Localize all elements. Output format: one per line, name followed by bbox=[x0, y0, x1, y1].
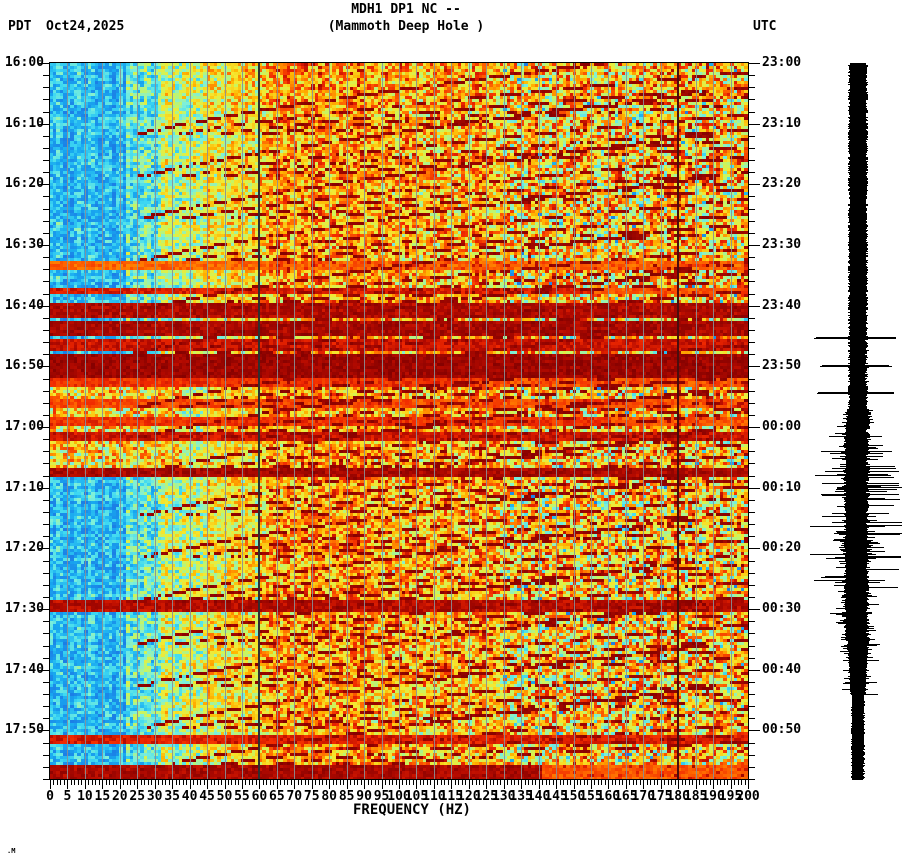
x-axis-title: FREQUENCY (HZ) bbox=[352, 802, 471, 818]
utc-tick-label: 23:50 bbox=[762, 358, 802, 374]
freq-tick-label: 55 bbox=[234, 789, 250, 804]
freq-tick-label: 195 bbox=[718, 789, 743, 804]
freq-tick-label: 5 bbox=[63, 789, 72, 804]
pdt-tick-label: 17:30 bbox=[4, 601, 44, 617]
freq-tick-label: 130 bbox=[491, 789, 516, 804]
freq-tick-label: 10 bbox=[77, 789, 93, 804]
pdt-tick-label: 16:00 bbox=[4, 55, 44, 70]
freq-tick-label: 150 bbox=[561, 789, 586, 804]
freq-tick-label: 95 bbox=[373, 789, 390, 804]
freq-tick-label: 70 bbox=[286, 789, 303, 804]
watermark: .M bbox=[7, 847, 16, 855]
freq-tick-label: 75 bbox=[303, 789, 320, 804]
freq-tick-label: 60 bbox=[251, 789, 268, 804]
seismogram-trace bbox=[810, 55, 902, 790]
freq-tick-label: 0 bbox=[46, 789, 54, 804]
pdt-tick-label: 16:20 bbox=[4, 176, 44, 192]
pdt-tick-label: 16:40 bbox=[4, 297, 44, 313]
utc-tick-label: 00:20 bbox=[762, 540, 802, 556]
pdt-tick-label: 17:50 bbox=[4, 722, 44, 738]
utc-tick-label: 23:00 bbox=[762, 55, 802, 70]
pdt-tick-label: 16:50 bbox=[4, 358, 44, 374]
freq-tick-label: 155 bbox=[579, 789, 603, 804]
freq-tick-label: 50 bbox=[216, 789, 233, 804]
freq-tick-label: 190 bbox=[701, 789, 725, 804]
freq-tick-label: 45 bbox=[199, 789, 215, 804]
pdt-tick-label: 17:20 bbox=[4, 540, 44, 556]
utc-tick-label: 00:10 bbox=[762, 479, 802, 495]
utc-tick-label: 23:10 bbox=[762, 115, 802, 131]
freq-tick-label: 185 bbox=[683, 789, 708, 804]
freq-tick-label: 165 bbox=[614, 789, 638, 804]
pdt-tick-label: 16:10 bbox=[4, 115, 44, 131]
utc-tick-label: 00:50 bbox=[762, 722, 802, 738]
freq-tick-label: 160 bbox=[596, 789, 621, 804]
freq-tick-label: 180 bbox=[666, 789, 690, 804]
pdt-tick-label: 17:00 bbox=[4, 419, 44, 435]
freq-tick-label: 35 bbox=[164, 789, 180, 804]
pdt-tick-label: 17:40 bbox=[4, 661, 44, 677]
utc-tick-label: 00:00 bbox=[762, 419, 802, 435]
pdt-tick-label: 16:30 bbox=[4, 237, 44, 253]
freq-tick-label: 175 bbox=[649, 789, 673, 804]
freq-tick-label: 135 bbox=[509, 789, 533, 804]
freq-tick-label: 105 bbox=[404, 789, 429, 804]
pdt-tick-label: 17:10 bbox=[4, 479, 44, 495]
freq-tick-label: 80 bbox=[321, 789, 338, 804]
utc-tick-label: 23:40 bbox=[762, 297, 802, 313]
freq-tick-label: 145 bbox=[544, 789, 568, 804]
freq-tick-label: 110 bbox=[422, 789, 446, 804]
freq-tick-label: 140 bbox=[526, 789, 551, 804]
freq-tick-label: 115 bbox=[439, 789, 464, 804]
freq-tick-label: 25 bbox=[129, 789, 146, 804]
freq-tick-label: 65 bbox=[269, 789, 285, 804]
freq-tick-label: 170 bbox=[631, 789, 656, 804]
utc-tick-label: 23:20 bbox=[762, 176, 802, 192]
freq-tick-label: 20 bbox=[111, 789, 128, 804]
freq-tick-label: 15 bbox=[94, 789, 111, 804]
freq-tick-label: 30 bbox=[146, 789, 163, 804]
freq-tick-label: 40 bbox=[181, 789, 198, 804]
freq-tick-label: 100 bbox=[387, 789, 411, 804]
freq-tick-label: 125 bbox=[474, 789, 498, 804]
utc-tick-label: 00:40 bbox=[762, 661, 802, 677]
freq-tick-label: 85 bbox=[338, 789, 355, 804]
freq-tick-label: 200 bbox=[736, 789, 760, 804]
freq-tick-label: 90 bbox=[356, 789, 372, 804]
utc-tick-label: 00:30 bbox=[762, 601, 802, 617]
freq-tick-label: 120 bbox=[457, 789, 481, 804]
utc-tick-label: 23:30 bbox=[762, 237, 802, 253]
